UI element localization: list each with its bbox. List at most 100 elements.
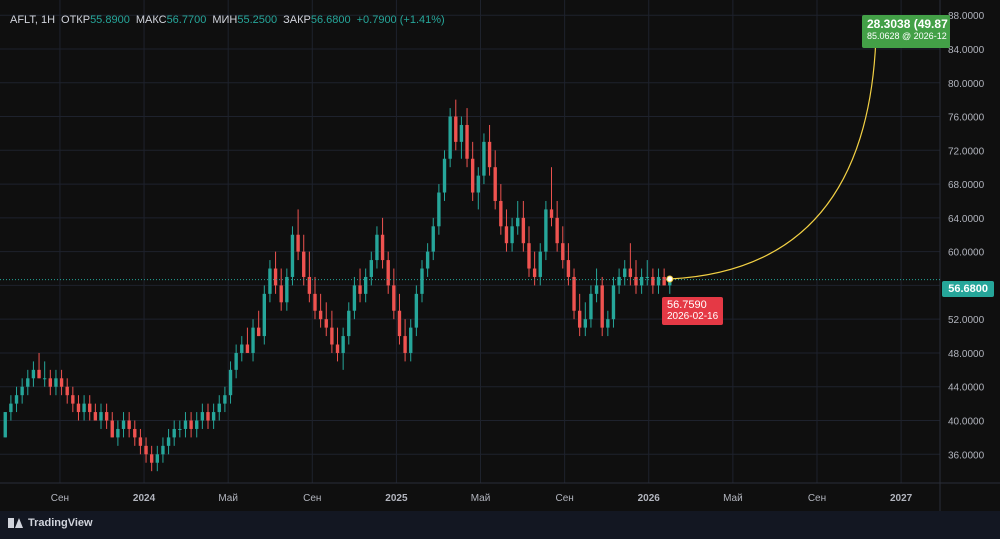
candle-body xyxy=(606,319,610,328)
candle-body xyxy=(318,310,323,320)
candle-body xyxy=(414,293,419,328)
legend-open: 55.8900 xyxy=(90,14,130,26)
candle-body xyxy=(138,437,143,446)
candle-body xyxy=(313,293,317,311)
candle-body xyxy=(279,285,283,303)
candle-body xyxy=(268,268,272,294)
legend-close: 56.6800 xyxy=(310,14,351,26)
candle-body xyxy=(256,327,261,337)
candle-body xyxy=(88,403,92,413)
candle-body xyxy=(425,251,430,269)
legend-symbol: AFLT, 1H xyxy=(10,14,56,26)
candle-body xyxy=(206,412,210,421)
candle-body xyxy=(347,310,351,337)
x-tick-label: 2026 xyxy=(638,493,661,504)
x-tick-label: Май xyxy=(723,493,743,504)
candle-body xyxy=(245,344,250,353)
legend-high-label: МАКС xyxy=(135,14,167,26)
candle-body xyxy=(437,192,441,227)
candle-body xyxy=(121,420,126,429)
legend-open-label: ОТКР xyxy=(61,14,91,26)
candle-body xyxy=(161,445,165,455)
projection-curve xyxy=(669,39,877,280)
candle-body xyxy=(375,234,379,261)
candle-body xyxy=(290,234,295,277)
candle-body xyxy=(307,276,312,294)
candle-body xyxy=(14,395,19,404)
candle-body xyxy=(577,310,582,328)
candle-body xyxy=(369,260,373,277)
candle-body xyxy=(454,116,458,142)
projection-start-date: 2026-02-16 xyxy=(667,311,719,322)
candle-body xyxy=(499,200,503,227)
candle-body xyxy=(200,412,205,421)
candle-body xyxy=(352,285,357,311)
candle-body xyxy=(617,276,621,286)
candle-body xyxy=(487,141,492,168)
candle-body xyxy=(561,243,565,261)
candle-body xyxy=(442,158,447,193)
candle-body xyxy=(48,378,52,387)
candle-body xyxy=(448,116,452,159)
candle-body xyxy=(172,428,176,438)
x-tick-label: 2024 xyxy=(133,493,156,504)
candle-body xyxy=(521,217,526,244)
candle-body xyxy=(363,276,368,294)
candlestick-chart[interactable]: 36.000040.000044.000048.000052.000056.00… xyxy=(0,0,1000,511)
y-tick-label: 88.0000 xyxy=(948,11,985,22)
projection-start-label[interactable]: 56.7590 2026-02-16 xyxy=(662,297,724,325)
projection-end-label[interactable]: 28.3038 (49.87 85.0628 @ 2026-12 xyxy=(862,15,950,48)
candle-body xyxy=(330,327,334,345)
candle-body xyxy=(504,226,509,244)
candle-body xyxy=(639,276,644,286)
candle-body xyxy=(99,412,103,421)
y-tick-label: 80.0000 xyxy=(948,79,985,90)
candle-body xyxy=(651,276,655,286)
y-tick-label: 52.0000 xyxy=(948,315,985,326)
candle-body xyxy=(273,268,278,286)
candle-body xyxy=(155,454,159,463)
candle-body xyxy=(431,226,435,252)
candle-body xyxy=(470,158,475,193)
candle-body xyxy=(493,167,497,201)
candle-body xyxy=(211,412,216,421)
candle-body xyxy=(302,251,306,277)
candle-body xyxy=(662,276,666,286)
y-tick-label: 84.0000 xyxy=(948,45,985,56)
candle-body xyxy=(37,369,41,379)
candle-body xyxy=(538,251,542,277)
candle-body xyxy=(623,268,627,277)
candle-body xyxy=(594,285,599,294)
current-price-tag: 56.6800 xyxy=(942,281,994,297)
footer-bar xyxy=(0,511,1000,539)
tradingview-logo[interactable]: TradingView xyxy=(8,517,93,529)
tradingview-logo-text: TradingView xyxy=(28,517,93,529)
y-tick-label: 40.0000 xyxy=(948,417,985,428)
candle-body xyxy=(555,217,559,244)
projection-start-price: 56.7590 xyxy=(667,299,707,311)
candle-body xyxy=(195,420,199,429)
candle-body xyxy=(234,352,238,370)
candle-body xyxy=(572,276,576,311)
y-tick-label: 44.0000 xyxy=(948,383,985,394)
candle-body xyxy=(341,336,345,353)
candle-body xyxy=(42,378,47,380)
x-tick-label: Сен xyxy=(808,493,826,504)
y-tick-label: 72.0000 xyxy=(948,146,985,157)
candle-body xyxy=(583,319,587,328)
candle-body xyxy=(516,217,520,227)
y-tick-label: 48.0000 xyxy=(948,349,985,360)
candle-body xyxy=(54,378,58,387)
candle-body xyxy=(611,285,616,320)
candle-body xyxy=(420,268,424,294)
candle-body xyxy=(566,260,571,277)
x-tick-label: 2025 xyxy=(385,493,408,504)
y-tick-label: 60.0000 xyxy=(948,248,985,259)
candle-body xyxy=(549,209,554,218)
candle-body xyxy=(223,395,227,404)
candle-body xyxy=(510,226,514,244)
x-tick-label: 2027 xyxy=(890,493,913,504)
candle-body xyxy=(127,420,131,429)
candle-body xyxy=(409,327,413,353)
